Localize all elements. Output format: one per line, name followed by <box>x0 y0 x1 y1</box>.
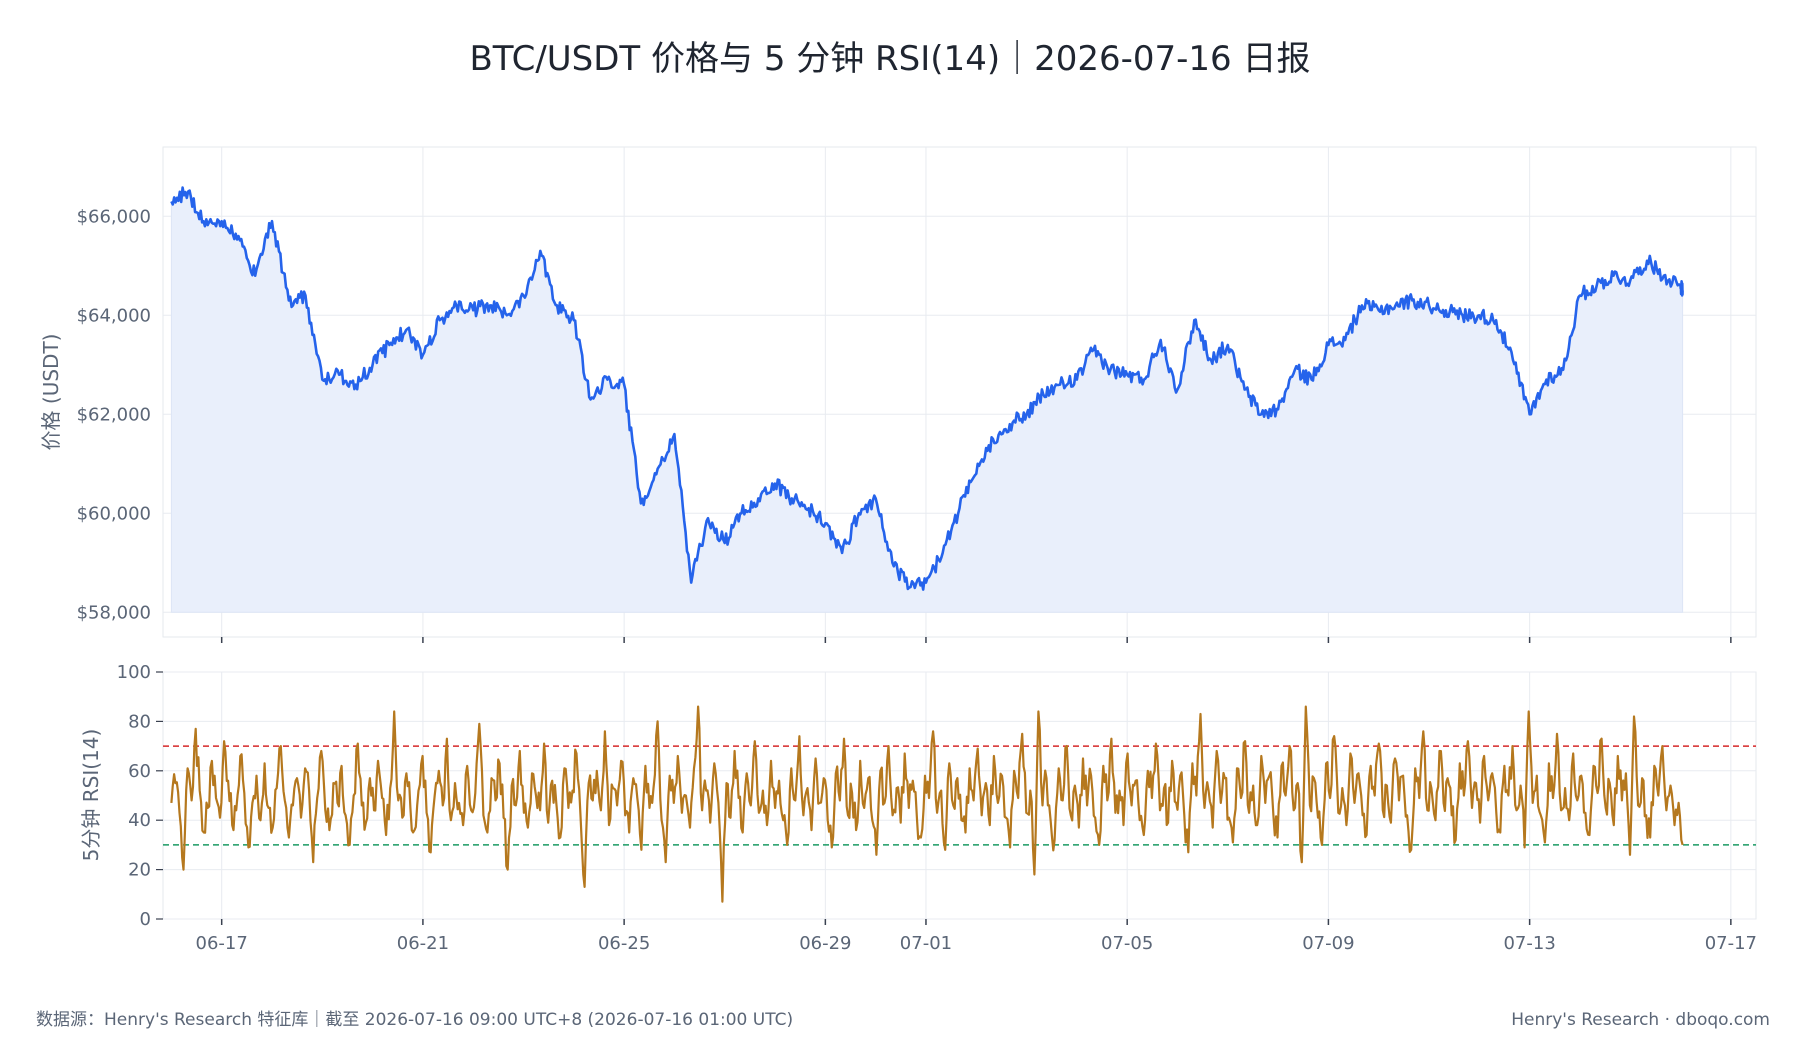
price-x-tick-marks <box>220 637 1732 643</box>
price-y-ticks: $58,000 $60,000 $62,000 $64,000 $66,000 <box>77 206 151 623</box>
rsi-line <box>170 705 1684 903</box>
rsi-x-tick-label: 06-21 <box>397 933 449 954</box>
rsi-x-tick-label: 06-29 <box>799 933 851 954</box>
rsi-panel: 0 20 40 60 80 100 06-17 06-21 06-25 06-29 07-01 07… <box>79 662 1757 954</box>
rsi-y-ticks: 0 20 40 60 80 100 <box>117 662 163 930</box>
price-y-tick-label: $60,000 <box>77 503 151 524</box>
price-plot-frame <box>162 146 1757 638</box>
rsi-x-tick-label: 07-05 <box>1101 933 1153 954</box>
price-y-tick-label: $62,000 <box>77 404 151 425</box>
price-y-axis-label: 价格 (USDT) <box>39 334 63 451</box>
rsi-x-tick-label: 07-17 <box>1705 933 1757 954</box>
price-line <box>170 186 1684 591</box>
footer-brand: Henry's Research · dboqo.com <box>1511 1010 1770 1030</box>
rsi-x-tick-label: 07-09 <box>1302 933 1354 954</box>
price-area-fill <box>170 187 1684 613</box>
price-y-tick-label: $66,000 <box>77 206 151 227</box>
chart-title: BTC/USDT 价格与 5 分钟 RSI(14)｜2026-07-16 日报 <box>469 39 1310 79</box>
footer-source: 数据源：Henry's Research 特征库｜截至 2026-07-16 0… <box>36 1010 793 1030</box>
rsi-x-tick-label: 06-17 <box>196 933 248 954</box>
rsi-x-tick-label: 07-13 <box>1503 933 1555 954</box>
rsi-y-tick-label: 40 <box>128 810 151 831</box>
rsi-y-tick-label: 60 <box>128 761 151 782</box>
price-y-tick-label: $58,000 <box>77 602 151 623</box>
rsi-x-ticks: 06-17 06-21 06-25 06-29 07-01 07-05 07-09 07-13… <box>196 919 1757 954</box>
rsi-y-axis-label: 5分钟 RSI(14) <box>79 729 103 862</box>
rsi-x-tick-label: 06-25 <box>598 933 650 954</box>
rsi-y-tick-label: 100 <box>117 662 151 683</box>
rsi-y-tick-label: 20 <box>128 860 151 881</box>
price-panel: $58,000 $60,000 $62,000 $64,000 $66,000 价格 (… <box>39 146 1757 643</box>
rsi-y-tick-label: 0 <box>140 909 151 930</box>
rsi-x-tick-label: 07-01 <box>900 933 952 954</box>
price-y-tick-label: $64,000 <box>77 305 151 326</box>
rsi-y-tick-label: 80 <box>128 711 151 732</box>
